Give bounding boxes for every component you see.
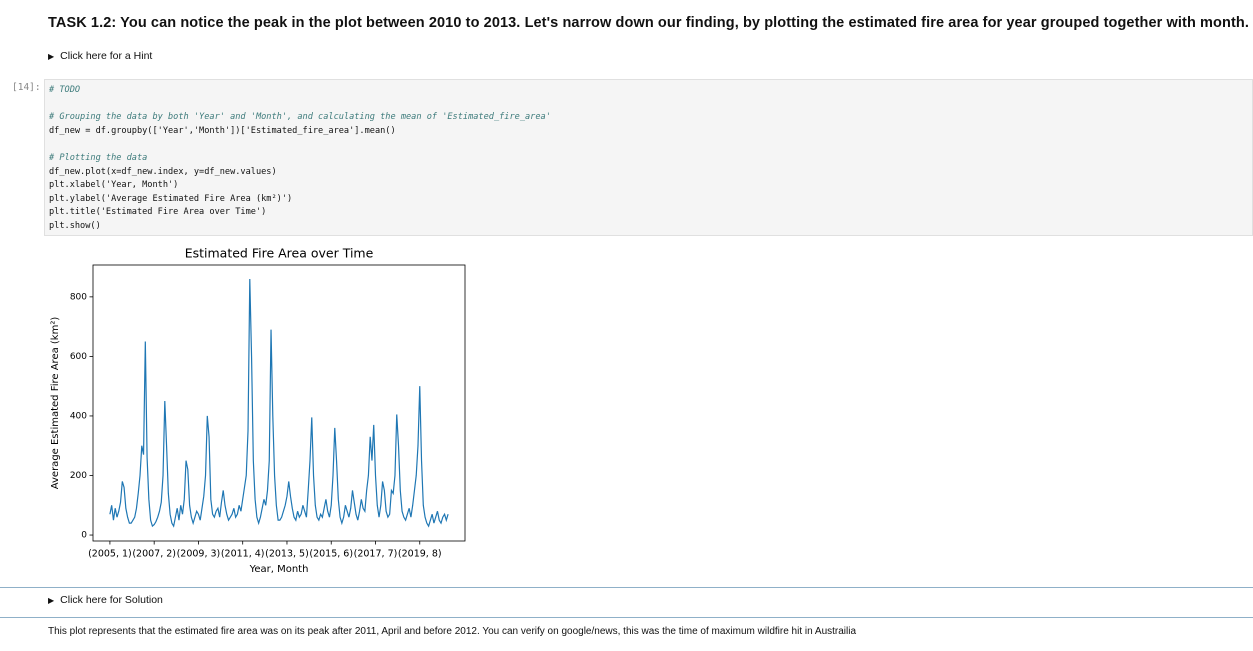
chart-title: Estimated Fire Area over Time bbox=[185, 246, 374, 261]
x-tick-label: (2015, 6) bbox=[309, 549, 353, 560]
x-tick-label: (2007, 2) bbox=[132, 549, 176, 560]
code-line: plt.xlabel('Year, Month') bbox=[49, 180, 179, 191]
x-tick-label: (2019, 8) bbox=[398, 549, 442, 560]
x-tick-label: (2009, 3) bbox=[177, 549, 221, 560]
code-line: df_new.plot(x=df_new.index, y=df_new.val… bbox=[49, 166, 277, 177]
code-line: # Plotting the data bbox=[49, 152, 148, 163]
task-title: TASK 1.2: You can notice the peak in the… bbox=[48, 15, 1249, 31]
code-cell[interactable]: # TODO # Grouping the data by both 'Year'… bbox=[44, 79, 1253, 236]
y-tick-label: 800 bbox=[70, 292, 87, 302]
conclusion-text: This plot represents that the estimated … bbox=[48, 626, 857, 637]
y-tick-label: 0 bbox=[81, 531, 87, 541]
code-block: # Plotting the data df_new.plot(x=df_new.… bbox=[49, 152, 1252, 234]
y-tick-label: 600 bbox=[70, 352, 87, 362]
code-line: # Grouping the data by both 'Year' and '… bbox=[49, 112, 551, 123]
separator bbox=[0, 617, 1253, 618]
code-line: plt.ylabel('Average Estimated Fire Area … bbox=[49, 193, 293, 204]
line-series bbox=[109, 278, 449, 528]
hint-toggle[interactable]: Click here for a Hint bbox=[48, 50, 152, 62]
code-line: plt.title('Estimated Fire Area over Time… bbox=[49, 207, 267, 218]
x-tick-label: (2011, 4) bbox=[221, 549, 265, 560]
cell-prompt: [14]: bbox=[12, 82, 41, 93]
y-tick-label: 200 bbox=[70, 471, 87, 481]
plot-frame bbox=[92, 264, 466, 542]
code-line: df_new = df.groupby(['Year','Month'])['E… bbox=[49, 125, 396, 136]
code-line: plt.show() bbox=[49, 220, 101, 231]
code-line: # TODO bbox=[49, 85, 81, 95]
y-axis-label: Average Estimated Fire Area (km²) bbox=[50, 317, 61, 490]
x-axis-label: Year, Month bbox=[249, 564, 309, 575]
chart: Estimated Fire Area over Time Year, Mont… bbox=[50, 246, 466, 575]
y-tick-label: 400 bbox=[70, 411, 87, 421]
code-block: # Grouping the data by both 'Year' and '… bbox=[49, 111, 1252, 138]
code-block: # TODO bbox=[49, 84, 1252, 98]
x-tick-label: (2013, 5) bbox=[265, 549, 309, 560]
x-tick-label: (2017, 7) bbox=[354, 549, 398, 560]
separator bbox=[0, 587, 1253, 588]
x-tick-label: (2005, 1) bbox=[88, 549, 132, 560]
solution-toggle[interactable]: Click here for Solution bbox=[48, 594, 163, 606]
